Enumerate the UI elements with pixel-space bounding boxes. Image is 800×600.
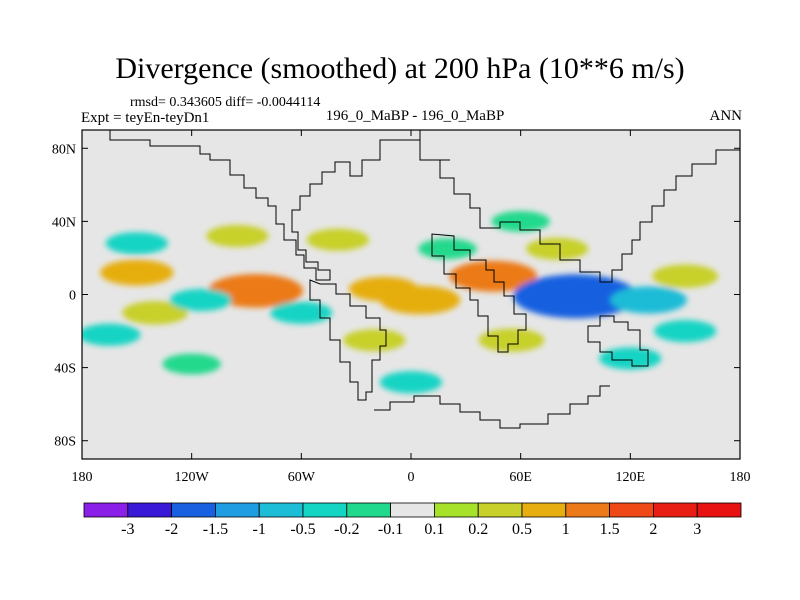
- coast-australia: [587, 315, 649, 367]
- field-cell-4: [208, 274, 304, 308]
- field-cell-0: [100, 259, 174, 286]
- field-cell-19: [491, 211, 550, 232]
- colorbar-swatch-4: [258, 502, 304, 518]
- colorbar-label: 3: [693, 521, 701, 538]
- colorbar-swatch-10: [521, 502, 567, 518]
- coast-africa: [431, 233, 527, 353]
- divergence-field: [82, 211, 719, 394]
- coast-eurasia: [419, 130, 740, 283]
- colorbar-label: 0.2: [468, 521, 488, 538]
- field-cell-21: [599, 347, 662, 370]
- y-tick-label: 0: [69, 289, 76, 304]
- colorbar-swatch-12: [609, 502, 654, 518]
- colorbar-swatch-11: [565, 502, 610, 518]
- colorbar-label: -1.5: [203, 521, 228, 538]
- colorbar-label: -3: [121, 521, 134, 538]
- colorbar: -3 -2 -1.5 -1 -0.5 -0.2 -0.1 0.1 0.2 0.5 1 1.5 2 3: [83, 502, 742, 538]
- colorbar-label: 0.5: [512, 521, 532, 538]
- rmsd-diff-stats: rmsd= 0.343605 diff= -0.0044114: [130, 95, 321, 110]
- colorbar-swatch-6: [346, 502, 391, 518]
- colorbar-swatch-9: [477, 502, 523, 518]
- colorbar-swatch-5: [302, 502, 348, 518]
- colorbar-swatch-8: [433, 502, 479, 518]
- x-tick-label: 60E: [509, 470, 532, 485]
- field-cell-22: [162, 353, 221, 375]
- colorbar-label: 1: [562, 521, 570, 538]
- y-tick-label: 80N: [52, 142, 76, 157]
- colorbar-label: 2: [649, 521, 657, 538]
- coast-north-america: [109, 130, 421, 281]
- field-cell-12: [418, 238, 477, 260]
- field-cell-15: [513, 274, 638, 319]
- colorbar-swatch-7: [390, 502, 435, 518]
- colorbar-swatch-1: [127, 502, 173, 518]
- field-cell-7: [270, 301, 333, 324]
- case-label: 196_0_MaBP - 196_0_MaBP: [325, 108, 505, 124]
- colorbar-label: -1: [253, 521, 266, 538]
- experiment-label: Expt = teyEn-teyDn1: [81, 110, 210, 126]
- x-tick-label: 0: [408, 470, 415, 485]
- coastline-outline: [109, 130, 740, 429]
- field-cell-20: [379, 371, 443, 394]
- field-cell-10: [343, 329, 406, 352]
- field-cell-8: [306, 228, 369, 251]
- x-tick-label: 120W: [175, 470, 210, 485]
- colorbar-label: -2: [165, 521, 178, 538]
- coast-south-america: [309, 279, 387, 401]
- field-cell-1: [122, 301, 188, 325]
- colorbar-label: -0.1: [378, 521, 403, 538]
- colorbar-label: -0.5: [290, 521, 315, 538]
- coast-antarctica: [374, 385, 610, 429]
- field-cell-2: [82, 323, 141, 346]
- field-cell-18: [654, 320, 717, 343]
- colorbar-label: 1.5: [600, 521, 620, 538]
- x-tick-label: 120E: [616, 470, 646, 485]
- x-tick-label: 180: [730, 470, 751, 485]
- field-cell-23: [526, 237, 589, 260]
- colorbar-swatch-14: [696, 502, 742, 518]
- y-tick-label: 40N: [52, 215, 76, 230]
- colorbar-swatch-0: [83, 502, 129, 518]
- field-cell-13: [478, 328, 545, 352]
- axes: 180 120W 60W 0 60E 120E 180 80N 40N 0 40S 80S: [52, 130, 751, 485]
- x-tick-label: 180: [72, 470, 93, 485]
- field-cell-5: [169, 288, 232, 312]
- colorbar-label: 0.1: [424, 521, 444, 538]
- page-title: Divergence (smoothed) at 200 hPa (10**6 …: [115, 52, 685, 85]
- colorbar-swatch-2: [171, 502, 216, 518]
- x-tick-label: 60W: [288, 470, 316, 485]
- colorbar-swatch-13: [653, 502, 698, 518]
- field-cell-16: [610, 286, 687, 314]
- field-cell-11: [379, 285, 461, 315]
- colorbar-swatch-3: [214, 502, 260, 518]
- field-cell-17: [652, 264, 719, 288]
- field-cell-6: [206, 224, 269, 248]
- field-cell-3: [105, 232, 168, 255]
- y-tick-label: 80S: [54, 435, 76, 450]
- y-tick-label: 40S: [54, 362, 76, 377]
- season-label: ANN: [709, 108, 743, 124]
- field-cell-14: [449, 260, 538, 292]
- colorbar-label: -0.2: [334, 521, 359, 538]
